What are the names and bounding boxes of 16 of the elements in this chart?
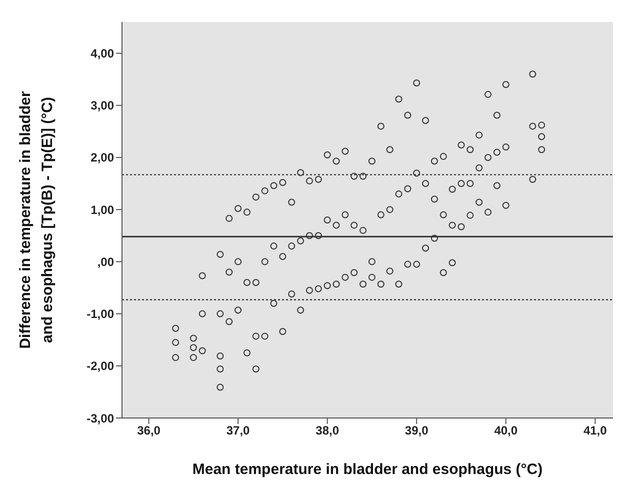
x-tick-label: 41,0 xyxy=(583,424,608,438)
y-axis-title: Difference in temperature in bladder and esophagus [Tp(B) - Tp(E)] (°C) xyxy=(17,91,56,349)
y-tick-label: ,00 xyxy=(97,254,114,269)
y-tick-label: 3,00 xyxy=(90,98,114,113)
y-tick-label: 2,00 xyxy=(90,150,114,165)
y-tick-label: -3,00 xyxy=(86,411,114,426)
x-tick-label: 39,0 xyxy=(404,424,429,438)
x-tick-label: 40,0 xyxy=(494,424,518,438)
y-tick-label: -2,00 xyxy=(86,359,114,374)
y-tick-label: 1,00 xyxy=(90,202,114,217)
y-tick-label: -1,00 xyxy=(86,307,114,322)
x-tick-label: 38,0 xyxy=(316,424,340,438)
x-tick-label: 37,0 xyxy=(226,424,250,438)
x-tick-label: 36,0 xyxy=(137,424,161,438)
x-axis-title: Mean temperature in bladder and esophagus (°C) xyxy=(192,461,543,478)
y-tick-label: 4,00 xyxy=(90,46,114,61)
